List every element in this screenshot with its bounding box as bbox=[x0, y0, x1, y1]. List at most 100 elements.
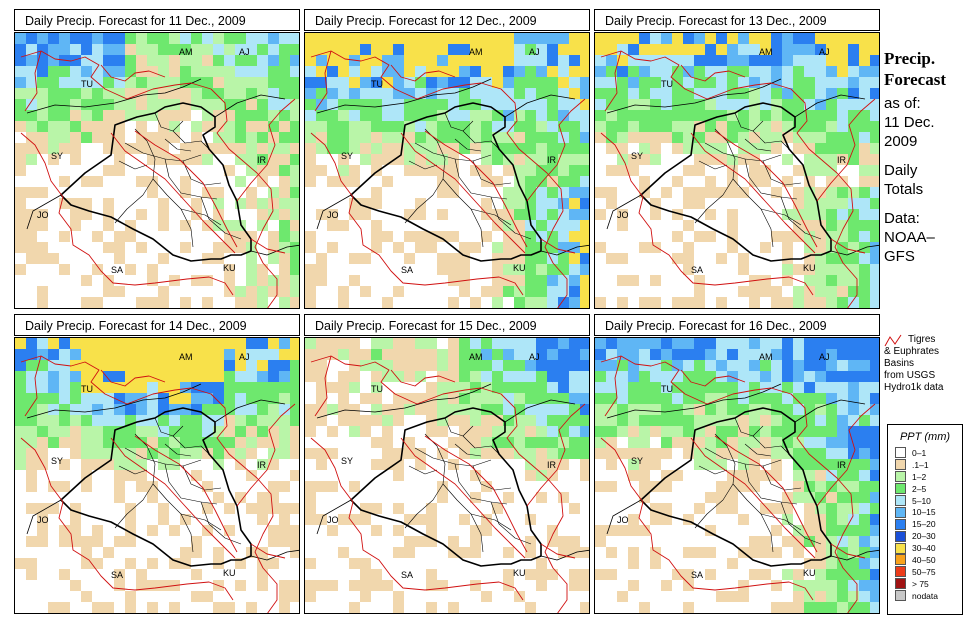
precip-cell bbox=[26, 33, 37, 44]
precip-cell bbox=[15, 55, 26, 66]
precip-cell bbox=[859, 286, 870, 297]
precip-cell bbox=[481, 121, 492, 132]
precip-cell bbox=[870, 198, 879, 209]
precip-cell bbox=[617, 426, 628, 437]
precip-cell bbox=[782, 404, 793, 415]
precip-cell bbox=[92, 33, 103, 44]
precip-cell bbox=[859, 33, 870, 44]
precip-cell bbox=[70, 99, 81, 110]
precip-cell bbox=[37, 349, 48, 360]
precip-cell bbox=[639, 437, 650, 448]
precip-cell bbox=[558, 198, 569, 209]
precip-cell bbox=[837, 220, 848, 231]
precip-cell bbox=[202, 338, 213, 349]
precip-cell bbox=[727, 99, 738, 110]
precip-cell bbox=[793, 165, 804, 176]
precip-cell bbox=[268, 404, 279, 415]
precip-cell bbox=[683, 110, 694, 121]
precip-cell bbox=[595, 33, 606, 44]
precip-cell bbox=[257, 558, 268, 569]
precip-cell bbox=[848, 198, 859, 209]
precip-cell bbox=[169, 66, 180, 77]
precip-cell bbox=[92, 404, 103, 415]
precip-cell bbox=[257, 338, 268, 349]
precip-cell bbox=[459, 338, 470, 349]
precip-cell bbox=[547, 154, 558, 165]
precip-cell bbox=[257, 360, 268, 371]
precip-cell bbox=[426, 143, 437, 154]
precip-cell bbox=[136, 121, 147, 132]
precip-cell bbox=[782, 602, 793, 613]
precip-cell bbox=[169, 110, 180, 121]
precip-cell bbox=[202, 77, 213, 88]
precip-cell bbox=[738, 591, 749, 602]
precip-cell bbox=[48, 132, 59, 143]
precip-cell bbox=[606, 110, 617, 121]
precip-cell bbox=[760, 88, 771, 99]
precip-cell bbox=[481, 110, 492, 121]
precip-cell bbox=[81, 371, 92, 382]
precip-cell bbox=[191, 404, 202, 415]
precip-cell bbox=[305, 154, 316, 165]
precip-cell bbox=[92, 536, 103, 547]
precip-cell bbox=[848, 220, 859, 231]
province-border bbox=[200, 501, 242, 545]
precip-cell bbox=[191, 448, 202, 459]
precip-cell bbox=[81, 44, 92, 55]
precip-cell bbox=[257, 308, 268, 309]
precip-cell bbox=[180, 415, 191, 426]
precip-cell bbox=[481, 77, 492, 88]
precip-cell bbox=[371, 580, 382, 591]
precip-cell bbox=[290, 154, 299, 165]
precip-cell bbox=[349, 165, 360, 176]
data-source-2: GFS bbox=[884, 248, 915, 265]
precip-cell bbox=[848, 613, 859, 614]
precip-cell bbox=[268, 437, 279, 448]
precip-cell bbox=[349, 110, 360, 121]
precip-cell bbox=[870, 121, 879, 132]
precip-cell bbox=[492, 132, 503, 143]
precip-cell bbox=[37, 536, 48, 547]
precip-cell bbox=[705, 33, 716, 44]
precip-cell bbox=[547, 415, 558, 426]
precip-cell bbox=[470, 110, 481, 121]
precip-cell bbox=[837, 242, 848, 253]
precip-cell bbox=[371, 132, 382, 143]
precip-cell bbox=[782, 415, 793, 426]
precip-cell bbox=[826, 44, 837, 55]
precip-cell bbox=[617, 88, 628, 99]
precip-cell bbox=[349, 338, 360, 349]
precip-cell bbox=[246, 77, 257, 88]
precip-cell bbox=[815, 165, 826, 176]
precip-cell bbox=[279, 77, 290, 88]
precip-cell bbox=[547, 338, 558, 349]
precip-cell bbox=[848, 404, 859, 415]
precip-cell bbox=[415, 44, 426, 55]
precip-cell bbox=[59, 382, 70, 393]
precip-cell bbox=[837, 77, 848, 88]
precip-cell bbox=[525, 253, 536, 264]
precip-cell bbox=[793, 121, 804, 132]
precip-cell bbox=[580, 415, 589, 426]
precip-cell bbox=[459, 547, 470, 558]
precip-cell bbox=[837, 110, 848, 121]
precip-cell bbox=[459, 242, 470, 253]
precip-cell bbox=[569, 371, 580, 382]
precip-cell bbox=[48, 393, 59, 404]
precip-cell bbox=[81, 382, 92, 393]
precip-cell bbox=[235, 77, 246, 88]
precip-cell bbox=[180, 242, 191, 253]
precip-cell bbox=[158, 143, 169, 154]
precip-cell bbox=[136, 481, 147, 492]
precip-cell bbox=[580, 77, 589, 88]
precip-cell bbox=[437, 404, 448, 415]
precip-cell bbox=[26, 88, 37, 99]
precip-cell bbox=[760, 404, 771, 415]
precip-cell bbox=[536, 580, 547, 591]
precip-cell bbox=[37, 360, 48, 371]
precip-cell bbox=[859, 121, 870, 132]
precip-cell bbox=[536, 176, 547, 187]
precip-cell bbox=[470, 426, 481, 437]
legend-item: 30–40 bbox=[895, 542, 962, 554]
precip-cell bbox=[804, 88, 815, 99]
